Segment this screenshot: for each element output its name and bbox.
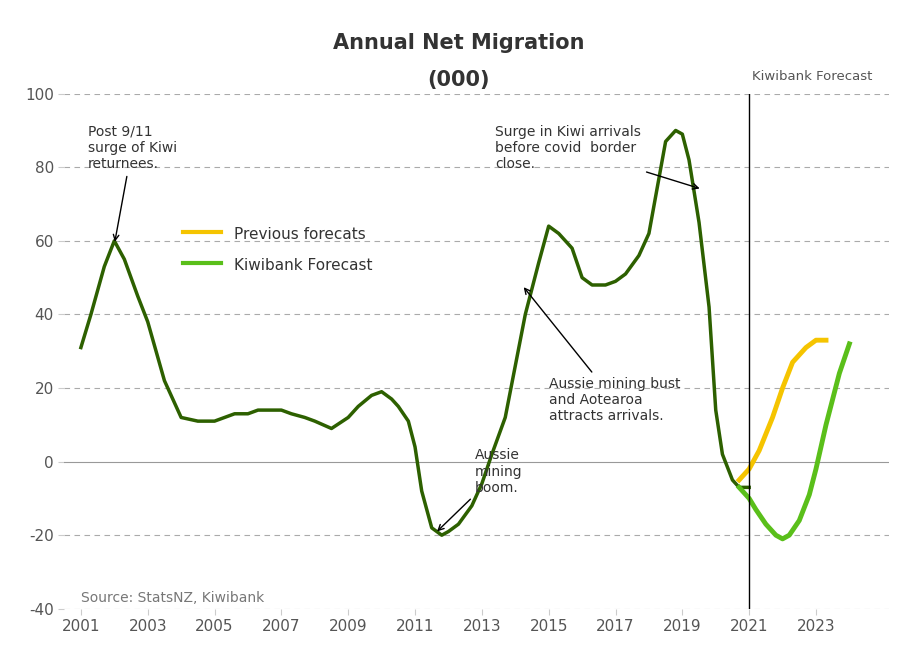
Text: (000): (000) xyxy=(427,70,490,90)
Text: Annual Net Migration: Annual Net Migration xyxy=(333,33,584,54)
Text: Surge in Kiwi arrivals
before covid  border
close.: Surge in Kiwi arrivals before covid bord… xyxy=(495,124,698,189)
Text: Post 9/11
surge of Kiwi
returnees.: Post 9/11 surge of Kiwi returnees. xyxy=(88,124,177,240)
Text: Source: StatsNZ, Kiwibank: Source: StatsNZ, Kiwibank xyxy=(81,591,264,605)
Text: Aussie mining bust
and Aotearoa
attracts arrivals.: Aussie mining bust and Aotearoa attracts… xyxy=(525,288,680,423)
Text: Kiwibank Forecast: Kiwibank Forecast xyxy=(752,70,872,82)
Legend: Previous forecats, Kiwibank Forecast: Previous forecats, Kiwibank Forecast xyxy=(183,225,372,274)
Text: Aussie
mining
boom.: Aussie mining boom. xyxy=(438,448,523,531)
